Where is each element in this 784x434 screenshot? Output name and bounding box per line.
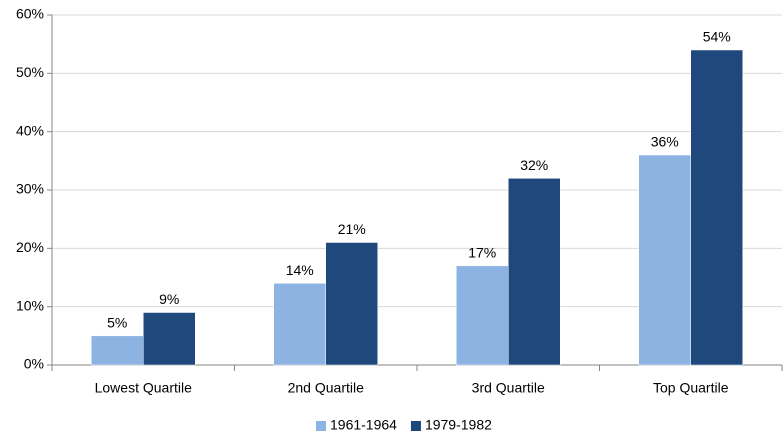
data-label: 36% xyxy=(651,134,679,150)
x-tick-label: Lowest Quartile xyxy=(95,380,192,396)
x-tick-label: 2nd Quartile xyxy=(288,380,364,396)
bar xyxy=(91,335,144,366)
data-label: 5% xyxy=(107,315,127,331)
x-tick-label: Top Quartile xyxy=(653,380,729,396)
data-label: 9% xyxy=(159,291,179,307)
y-tick-label: 30% xyxy=(16,181,44,197)
y-tick-label: 50% xyxy=(16,64,44,80)
legend-label: 1961-1964 xyxy=(330,417,397,433)
data-label: 17% xyxy=(468,245,496,261)
data-label: 54% xyxy=(703,29,731,45)
y-tick-label: 0% xyxy=(24,356,44,372)
bar xyxy=(690,49,743,366)
legend-swatch xyxy=(410,421,421,431)
y-tick-label: 40% xyxy=(16,122,44,138)
y-tick-label: 60% xyxy=(16,6,44,22)
data-label: 32% xyxy=(520,157,548,173)
bar xyxy=(143,312,196,366)
data-label: 21% xyxy=(338,221,366,237)
y-tick-label: 20% xyxy=(16,239,44,255)
data-label: 14% xyxy=(286,262,314,278)
bar xyxy=(638,154,691,366)
legend-swatch xyxy=(316,421,326,431)
bar xyxy=(456,265,509,366)
bar xyxy=(273,283,326,366)
bar xyxy=(325,242,378,366)
legend-label: 1979-1982 xyxy=(425,417,492,433)
bar xyxy=(508,178,561,366)
y-tick-label: 10% xyxy=(16,297,44,313)
x-tick-label: 3rd Quartile xyxy=(472,380,545,396)
